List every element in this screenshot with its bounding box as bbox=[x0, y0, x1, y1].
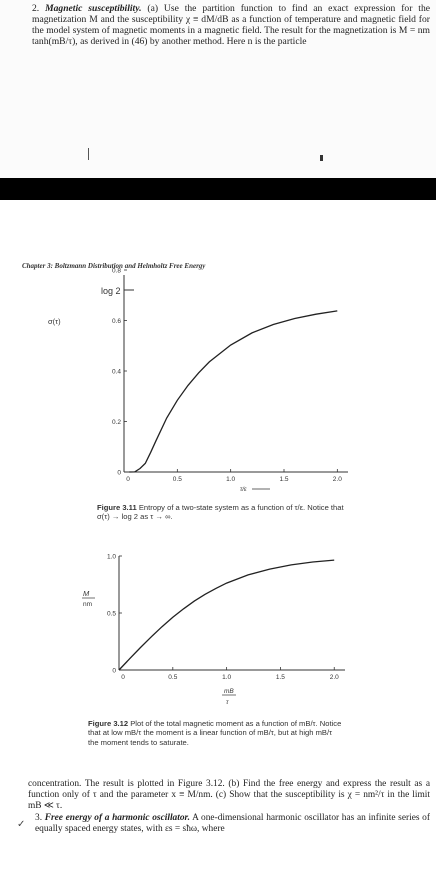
y-tick-label: 0.8 bbox=[112, 268, 121, 275]
x-tick-label: 0.5 bbox=[168, 674, 177, 681]
x-axis-label-denominator: τ bbox=[226, 699, 229, 706]
x-tick-label: 2.0 bbox=[333, 476, 342, 483]
y-axis-label-denominator: nm bbox=[83, 601, 92, 608]
ink-speck bbox=[320, 155, 323, 161]
y-axis-label: σ(τ) bbox=[48, 317, 61, 326]
y-axis-label-numerator: M bbox=[83, 589, 90, 598]
problem-lead: Free energy of a harmonic oscillator. bbox=[44, 812, 190, 823]
x-tick-label: 1.0 bbox=[222, 674, 231, 681]
scan-divider-bar bbox=[0, 178, 436, 200]
y-tick-label: 0.6 bbox=[112, 318, 121, 325]
figure-3-11-caption: Figure 3.11 Entropy of a two-state syste… bbox=[97, 503, 347, 522]
x-tick-label: 1.5 bbox=[279, 476, 288, 483]
problem-continuation-paragraph: concentration. The result is plotted in … bbox=[28, 779, 430, 812]
x-tick-label: 1.0 bbox=[226, 476, 235, 483]
x-tick-label: 0.5 bbox=[173, 476, 182, 483]
magnetization-curve bbox=[118, 559, 335, 671]
y-tick-label: 0.4 bbox=[112, 369, 121, 376]
x-tick-label: 1.5 bbox=[276, 674, 285, 681]
problem-number: 3. bbox=[35, 812, 43, 823]
problem-body: A one-dimensional harmonic oscillator ha… bbox=[35, 812, 430, 834]
x-tick-label: 2.0 bbox=[330, 674, 339, 681]
x-axis-label-numerator: mB bbox=[224, 688, 234, 695]
x-tick-label: 0 bbox=[121, 674, 125, 681]
problem-lead: Magnetic susceptibility. bbox=[45, 3, 142, 14]
x-tick-label: 0 bbox=[126, 476, 130, 483]
problem-3: 3. Free energy of a harmonic oscillator.… bbox=[28, 813, 430, 835]
y-tick-label: 0 bbox=[112, 668, 116, 675]
problem-continuation-region: 2. Magnetic susceptibility. (a) Use the … bbox=[0, 0, 436, 178]
figure-3-12-caption: Figure 3.12 Plot of the total magnetic m… bbox=[88, 719, 344, 747]
problem-body: (a) Use the partition function to find a… bbox=[32, 3, 431, 47]
check-mark-icon: ✓ bbox=[17, 819, 26, 830]
margin-mark bbox=[88, 148, 89, 160]
bottom-text-block: concentration. The result is plotted in … bbox=[28, 779, 430, 835]
entropy-curve bbox=[129, 310, 338, 473]
caption-text: Entropy of a two-state system as a funct… bbox=[97, 503, 344, 522]
entropy-plot: σ(τ) log 2 0 0.2 0.4 0.6 0.8 0 0.5 1.0 1.5 2.0 τ… bbox=[48, 268, 348, 493]
problem-2-text: 2. Magnetic susceptibility. (a) Use the … bbox=[32, 3, 431, 48]
y-tick-label: 0.2 bbox=[112, 419, 121, 426]
y-tick-label: 1.0 bbox=[107, 554, 116, 561]
problem-number: 2. bbox=[32, 3, 40, 14]
caption-number: Figure 3.11 bbox=[97, 503, 137, 512]
caption-text: Plot of the total magnetic moment as a f… bbox=[88, 719, 342, 747]
y-tick-label: 0 bbox=[117, 470, 121, 477]
y-tick-label: 0.5 bbox=[107, 611, 116, 618]
x-axis-label: τ/ε bbox=[240, 487, 247, 493]
magnetization-plot: M nm 0 0.5 1.0 0 0.5 1.0 1.5 2.0 mB τ bbox=[82, 554, 345, 706]
caption-number: Figure 3.12 bbox=[88, 719, 129, 728]
chapter-header: Chapter 3: Boltzmann Distribution and He… bbox=[22, 262, 206, 270]
log2-label: log 2 bbox=[101, 286, 121, 296]
